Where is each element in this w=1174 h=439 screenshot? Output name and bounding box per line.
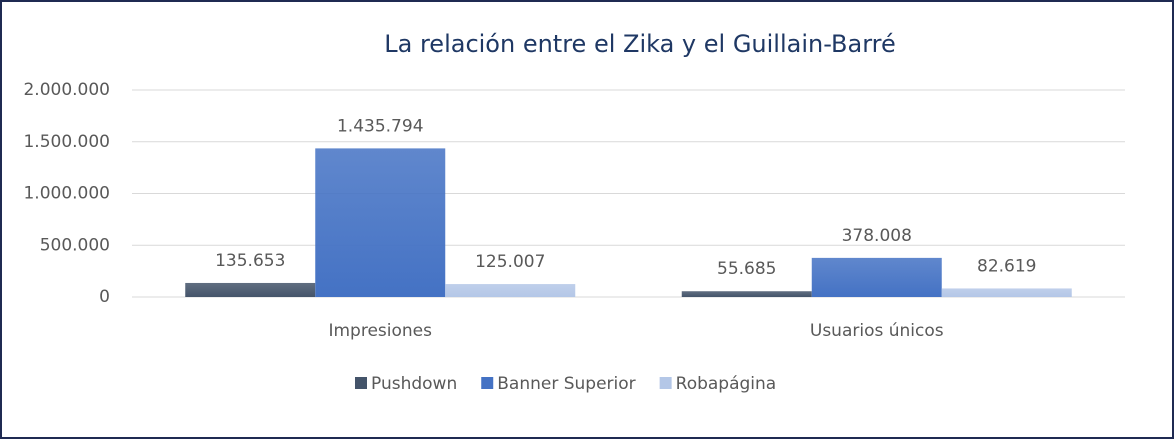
data-label: 378.008	[842, 226, 912, 246]
legend-label: Banner Superior	[497, 374, 635, 394]
bar	[185, 282, 316, 297]
data-label: 135.653	[215, 251, 285, 271]
x-tick-label: Impresiones	[328, 321, 432, 341]
legend-swatch	[355, 377, 367, 389]
y-tick-label: 1.500.000	[23, 132, 110, 152]
y-tick-label: 500.000	[40, 235, 110, 255]
bar	[681, 291, 812, 297]
bar	[811, 257, 942, 297]
bar	[445, 284, 576, 297]
data-label: 55.685	[717, 259, 776, 279]
legend-label: Pushdown	[371, 374, 457, 394]
data-label: 1.435.794	[337, 116, 424, 136]
data-label: 82.619	[977, 256, 1036, 276]
y-tick-label: 1.000.000	[23, 184, 110, 204]
y-tick-label: 2.000.000	[23, 80, 110, 100]
legend-label: Robapágina	[676, 374, 777, 394]
x-tick-label: Usuarios únicos	[810, 321, 944, 341]
data-label: 125.007	[475, 252, 545, 272]
chart-title: La relación entre el Zika y el Guillain-…	[384, 30, 896, 58]
legend-swatch	[481, 377, 494, 389]
bar	[941, 288, 1072, 297]
y-tick-label: 0	[99, 287, 110, 307]
legend-swatch	[659, 377, 672, 389]
bar	[315, 148, 446, 297]
